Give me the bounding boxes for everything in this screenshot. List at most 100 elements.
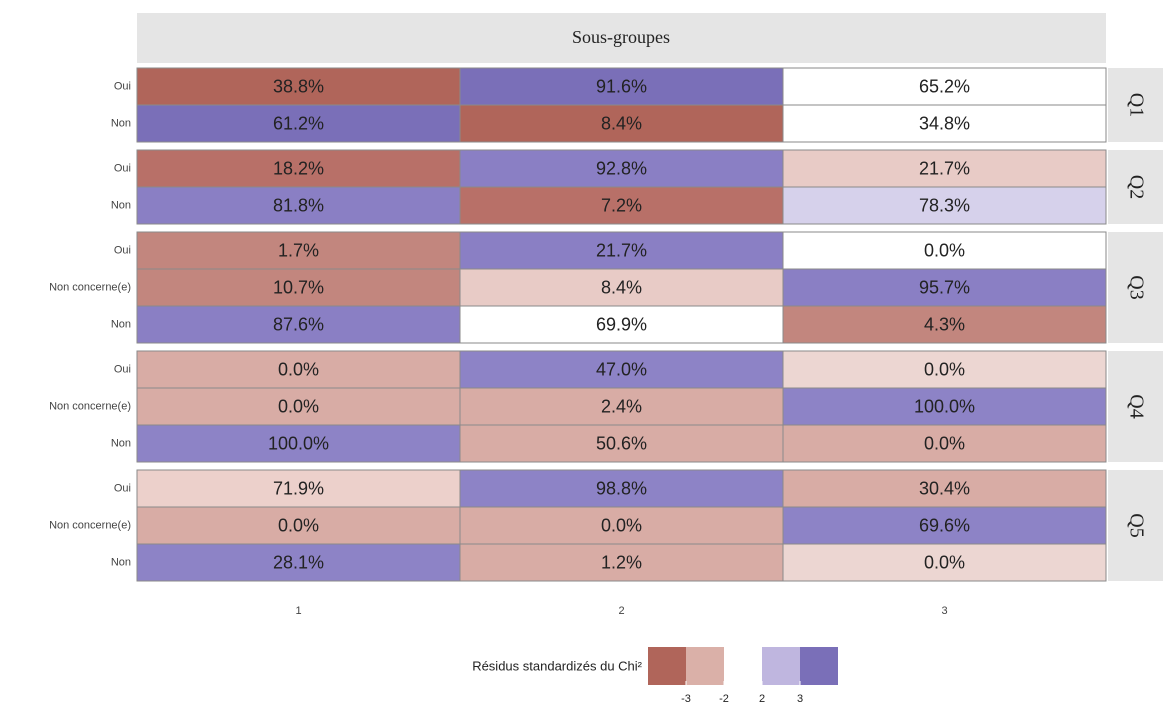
cell-label: 69.6% bbox=[919, 515, 970, 535]
legend-swatch bbox=[648, 647, 686, 685]
row-label: Non bbox=[111, 437, 131, 449]
cell-label: 87.6% bbox=[273, 314, 324, 334]
cell-label: 10.7% bbox=[273, 277, 324, 297]
cell-label: 0.0% bbox=[924, 433, 965, 453]
legend-swatch bbox=[686, 647, 724, 685]
cell-label: 38.8% bbox=[273, 76, 324, 96]
cell bbox=[782, 387, 1107, 426]
cell bbox=[782, 186, 1107, 225]
cell bbox=[459, 186, 784, 225]
chart-title: Sous-groupes bbox=[572, 27, 670, 47]
legend-tick-label: 2 bbox=[759, 693, 765, 705]
cell-label: 30.4% bbox=[919, 478, 970, 498]
cell-label: 98.8% bbox=[596, 478, 647, 498]
cell bbox=[136, 104, 461, 143]
legend-tick-label: 3 bbox=[797, 693, 803, 705]
panel-label: Q2 bbox=[1125, 175, 1147, 199]
row-label: Non concerne(e) bbox=[49, 519, 131, 531]
row-label: Non concerne(e) bbox=[49, 281, 131, 293]
cell-label: 28.1% bbox=[273, 552, 324, 572]
cell-label: 0.0% bbox=[601, 515, 642, 535]
cell bbox=[459, 231, 784, 270]
cell-label: 0.0% bbox=[278, 396, 319, 416]
row-label: Non bbox=[111, 117, 131, 129]
row-label: Oui bbox=[114, 244, 131, 256]
cell bbox=[782, 350, 1107, 389]
cell-label: 8.4% bbox=[601, 277, 642, 297]
cell bbox=[459, 506, 784, 545]
cell bbox=[136, 231, 461, 270]
row-label: Non bbox=[111, 199, 131, 211]
cell-label: 2.4% bbox=[601, 396, 642, 416]
cell bbox=[459, 424, 784, 463]
row-label: Non bbox=[111, 556, 131, 568]
panel-label: Q1 bbox=[1125, 93, 1147, 117]
panel-strip bbox=[1108, 351, 1163, 462]
cell-label: 8.4% bbox=[601, 113, 642, 133]
cell-label: 0.0% bbox=[924, 240, 965, 260]
panel-label: Q5 bbox=[1125, 513, 1147, 537]
cell-label: 91.6% bbox=[596, 76, 647, 96]
header-strip bbox=[137, 13, 1106, 63]
column-label: 1 bbox=[295, 605, 301, 617]
cell-label: 0.0% bbox=[924, 552, 965, 572]
row-label: Non bbox=[111, 318, 131, 330]
row-label: Oui bbox=[114, 80, 131, 92]
cell bbox=[782, 67, 1107, 106]
cell bbox=[459, 387, 784, 426]
cell-label: 1.7% bbox=[278, 240, 319, 260]
cell bbox=[136, 67, 461, 106]
cell bbox=[136, 305, 461, 344]
column-label: 3 bbox=[941, 605, 947, 617]
cell bbox=[782, 469, 1107, 508]
row-label: Oui bbox=[114, 162, 131, 174]
cell-label: 21.7% bbox=[596, 240, 647, 260]
cell bbox=[782, 424, 1107, 463]
cell-label: 34.8% bbox=[919, 113, 970, 133]
legend-title: Résidus standardizés du Chi² bbox=[472, 658, 642, 673]
cell bbox=[136, 186, 461, 225]
cell-label: 81.8% bbox=[273, 195, 324, 215]
cell bbox=[459, 67, 784, 106]
cell-label: 0.0% bbox=[924, 359, 965, 379]
cell-label: 1.2% bbox=[601, 552, 642, 572]
column-label: 2 bbox=[618, 605, 624, 617]
cell-label: 92.8% bbox=[596, 158, 647, 178]
panel-strip bbox=[1108, 470, 1163, 581]
cell-label: 65.2% bbox=[919, 76, 970, 96]
panel-label: Q3 bbox=[1125, 275, 1147, 299]
cell bbox=[459, 104, 784, 143]
cell bbox=[136, 268, 461, 307]
cell bbox=[136, 149, 461, 188]
cell bbox=[782, 268, 1107, 307]
cell bbox=[782, 543, 1107, 582]
cell-label: 7.2% bbox=[601, 195, 642, 215]
cell bbox=[782, 305, 1107, 344]
cell-label: 4.3% bbox=[924, 314, 965, 334]
legend-swatch bbox=[800, 647, 838, 685]
row-label: Oui bbox=[114, 363, 131, 375]
panel-strip bbox=[1108, 68, 1163, 142]
cell bbox=[459, 469, 784, 508]
cell-label: 100.0% bbox=[914, 396, 975, 416]
panel-strip bbox=[1108, 150, 1163, 224]
row-label: Non concerne(e) bbox=[49, 400, 131, 412]
cell bbox=[459, 268, 784, 307]
cell bbox=[782, 104, 1107, 143]
cell-label: 100.0% bbox=[268, 433, 329, 453]
cell bbox=[459, 543, 784, 582]
cell bbox=[136, 543, 461, 582]
cell-label: 47.0% bbox=[596, 359, 647, 379]
legend-swatch bbox=[762, 647, 800, 685]
cell-label: 21.7% bbox=[919, 158, 970, 178]
cell-label: 95.7% bbox=[919, 277, 970, 297]
cell-label: 61.2% bbox=[273, 113, 324, 133]
cell-label: 50.6% bbox=[596, 433, 647, 453]
cell-label: 18.2% bbox=[273, 158, 324, 178]
cell-label: 78.3% bbox=[919, 195, 970, 215]
row-label: Oui bbox=[114, 482, 131, 494]
cell-label: 69.9% bbox=[596, 314, 647, 334]
legend-tick-label: -2 bbox=[719, 693, 729, 705]
panel-label: Q4 bbox=[1125, 394, 1147, 418]
